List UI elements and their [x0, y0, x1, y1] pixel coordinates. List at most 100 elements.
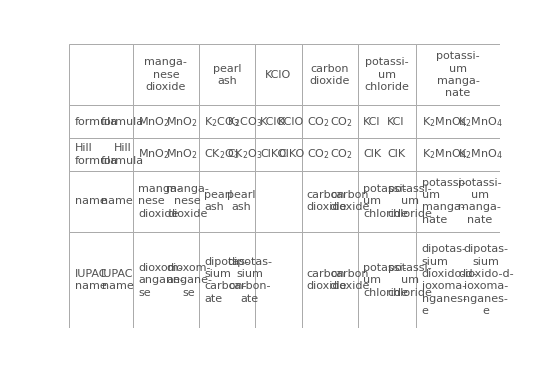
Bar — [199, 106, 255, 138]
Text: dioxom-
angane-
se: dioxom- angane- se — [166, 263, 212, 297]
Text: pearl
ash: pearl ash — [227, 190, 255, 213]
Bar — [301, 138, 358, 171]
Bar — [199, 138, 255, 171]
Bar — [69, 106, 133, 138]
Bar — [255, 44, 301, 106]
Bar — [358, 44, 416, 106]
Bar — [199, 232, 255, 328]
Bar — [416, 44, 500, 106]
Bar — [255, 138, 301, 171]
Bar — [199, 232, 255, 328]
Bar — [416, 232, 500, 328]
Bar — [133, 138, 199, 171]
Text: K$_2$CO$_3$: K$_2$CO$_3$ — [227, 115, 263, 129]
Bar — [133, 171, 199, 232]
Text: dipotas-
sium
dioxido-d-
ioxoma-
nganes-
e: dipotas- sium dioxido-d- ioxoma- nganes-… — [422, 244, 477, 316]
Text: carbon
dioxide: carbon dioxide — [310, 63, 350, 86]
Bar — [301, 171, 358, 232]
Text: ClK: ClK — [387, 149, 405, 159]
Text: KClO: KClO — [260, 117, 286, 127]
Bar — [358, 232, 416, 328]
Text: manga-
nese
dioxide: manga- nese dioxide — [138, 184, 181, 219]
Text: manga-
nese
dioxide: manga- nese dioxide — [144, 58, 188, 92]
Text: manga-
nese
dioxide: manga- nese dioxide — [166, 184, 209, 219]
Bar — [133, 106, 199, 138]
Bar — [199, 44, 255, 106]
Bar — [255, 106, 301, 138]
Bar — [301, 232, 358, 328]
Text: KCl: KCl — [387, 117, 405, 127]
Text: ClKO: ClKO — [260, 149, 286, 159]
Text: CK$_2$O$_3$: CK$_2$O$_3$ — [204, 148, 240, 161]
Text: potassi-
um
manga-
nate: potassi- um manga- nate — [422, 177, 465, 225]
Text: dipotas-
sium
carbon-
ate: dipotas- sium carbon- ate — [204, 256, 249, 304]
Text: KClO: KClO — [265, 70, 291, 80]
Bar — [69, 232, 133, 328]
Bar — [358, 232, 416, 328]
Bar — [358, 106, 416, 138]
Text: dipotas-
sium
carbon-
ate: dipotas- sium carbon- ate — [227, 256, 272, 304]
Bar — [255, 106, 301, 138]
Text: potassi-
um
chloride: potassi- um chloride — [387, 263, 432, 297]
Bar — [255, 232, 301, 328]
Text: KCl: KCl — [363, 117, 380, 127]
Bar — [301, 106, 358, 138]
Bar — [301, 232, 358, 328]
Text: dipotas-
sium
dioxido-d-
ioxoma-
nganes-
e: dipotas- sium dioxido-d- ioxoma- nganes-… — [458, 244, 513, 316]
Bar — [416, 106, 500, 138]
Bar — [358, 171, 416, 232]
Bar — [416, 232, 500, 328]
Text: CO$_2$: CO$_2$ — [330, 148, 352, 161]
Bar — [416, 138, 500, 171]
Bar — [301, 106, 358, 138]
Text: ClK: ClK — [363, 149, 381, 159]
Text: carbon
dioxide: carbon dioxide — [330, 269, 370, 291]
Bar — [255, 171, 301, 232]
Bar — [358, 171, 416, 232]
Bar — [133, 44, 199, 106]
Text: ClKO: ClKO — [278, 149, 305, 159]
Text: K$_2$MnO$_4$: K$_2$MnO$_4$ — [458, 148, 503, 161]
Text: potassi-
um
manga-
nate: potassi- um manga- nate — [436, 51, 480, 99]
Text: pearl
ash: pearl ash — [204, 190, 233, 213]
Bar — [301, 171, 358, 232]
Text: name: name — [101, 196, 133, 206]
Text: K$_2$CO$_3$: K$_2$CO$_3$ — [204, 115, 240, 129]
Text: KClO: KClO — [278, 117, 305, 127]
Bar — [199, 171, 255, 232]
Text: pearl
ash: pearl ash — [213, 63, 241, 86]
Bar — [358, 106, 416, 138]
Text: Hill
formula: Hill formula — [101, 143, 144, 166]
Bar — [416, 171, 500, 232]
Text: MnO$_2$: MnO$_2$ — [166, 115, 198, 129]
Bar — [69, 44, 133, 106]
Text: carbon
dioxide: carbon dioxide — [330, 190, 370, 213]
Text: potassi-
um
chloride: potassi- um chloride — [363, 263, 408, 297]
Bar — [255, 138, 301, 171]
Bar — [301, 44, 358, 106]
Bar — [69, 171, 133, 232]
Text: K$_2$MnO$_4$: K$_2$MnO$_4$ — [422, 115, 466, 129]
Bar — [69, 138, 133, 171]
Text: MnO$_2$: MnO$_2$ — [138, 115, 170, 129]
Text: formula: formula — [101, 117, 144, 127]
Text: name: name — [74, 196, 107, 206]
Text: carbon
dioxide: carbon dioxide — [307, 190, 347, 213]
Text: carbon
dioxide: carbon dioxide — [307, 269, 347, 291]
Text: Hill
formula: Hill formula — [74, 143, 118, 166]
Text: potassi-
um
chloride: potassi- um chloride — [363, 184, 408, 219]
Text: IUPAC
name: IUPAC name — [74, 269, 107, 291]
Text: CO$_2$: CO$_2$ — [330, 115, 352, 129]
Text: MnO$_2$: MnO$_2$ — [138, 148, 170, 161]
Text: potassi-
um
chloride: potassi- um chloride — [387, 184, 432, 219]
Bar — [133, 232, 199, 328]
Bar — [133, 232, 199, 328]
Bar — [199, 138, 255, 171]
Text: IUPAC
name: IUPAC name — [101, 269, 134, 291]
Text: CO$_2$: CO$_2$ — [307, 115, 330, 129]
Bar — [133, 171, 199, 232]
Text: MnO$_2$: MnO$_2$ — [166, 148, 198, 161]
Bar — [69, 106, 133, 138]
Bar — [199, 171, 255, 232]
Text: potassi-
um
manga-
nate: potassi- um manga- nate — [458, 177, 502, 225]
